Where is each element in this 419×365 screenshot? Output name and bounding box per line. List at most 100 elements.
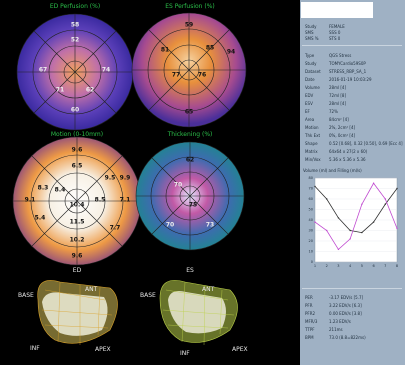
motion-value: 5.4 [34, 214, 46, 222]
chart-x-tick-label: 1 [314, 264, 316, 268]
ed-3d-model [37, 280, 118, 345]
chart-point [337, 248, 340, 251]
info-row: EDV 72ml [8] [305, 93, 347, 98]
right-gutter [405, 0, 419, 365]
motion-value: 6.5 [71, 162, 83, 170]
separator [302, 288, 402, 289]
info-row: Matrix 64x64 x 27(2 x 60) [305, 149, 368, 154]
model-apex-label: APEX [95, 346, 111, 353]
info-row: Date 2016-01-19 10:03:29 [305, 77, 372, 82]
thickening-value: 70 [173, 181, 183, 189]
info-row: Dataset STRESS_RBP_SA_1 [305, 69, 367, 74]
info-row: Volume 28ml [4] [305, 85, 347, 90]
ed-value: 52 [70, 36, 80, 44]
result-row: TTPF 211ms [305, 327, 343, 332]
model-ant-label: ANT [85, 286, 98, 293]
model-base-label: BASE [18, 292, 34, 299]
chart-point [384, 203, 386, 205]
info-row: Area 84cm² [4] [305, 117, 349, 122]
chart-point [326, 229, 328, 232]
info-row: Type QGS Stress [305, 53, 352, 58]
chart-y-tick-label: 60 [309, 197, 313, 201]
thickening-value: 75 [188, 201, 198, 209]
ed-value: 67 [38, 66, 48, 74]
chart-x-tick-label: 8 [396, 264, 398, 268]
result-row: BPM 73.0 (8.8=822ms) [305, 335, 366, 340]
chart-point [372, 221, 375, 223]
ed-value: 60 [70, 106, 80, 114]
thickening-value: 70 [165, 221, 175, 229]
chart-y-tick-label: 50 [309, 208, 313, 212]
chart-point [326, 198, 328, 200]
motion-value: 8.5 [94, 196, 106, 204]
motion-value: 10.4 [69, 201, 85, 209]
result-row: PFR2 0.00 EDV/s [3.8] [305, 311, 362, 316]
chart-point [396, 187, 398, 190]
chart-x-tick-label: 3 [337, 264, 339, 268]
motion-value: 7.7 [109, 224, 121, 232]
result-row: PFR 3.22 EDV/s [6.3] [305, 303, 362, 308]
chart-point [349, 238, 351, 240]
model-inf-label: INF [30, 345, 40, 352]
separator [302, 45, 402, 46]
chart-point [314, 221, 316, 223]
motion-value: 8.4 [54, 186, 66, 194]
thickening-value: 62 [185, 156, 195, 164]
motion-value: 9.5 [104, 174, 116, 182]
volume-filling-chart: 0 10 20 30 40 50 60 70 80 1 2 3 4 5 6 7 8 [309, 176, 399, 268]
es-value: 81 [160, 46, 170, 54]
motion-value: 7.1 [119, 196, 131, 204]
patient-name-box [301, 2, 373, 18]
chart-x-tick-label: 7 [384, 264, 386, 268]
header-row: Study FEMALE [305, 24, 345, 29]
model-apex-label-es: APEX [232, 346, 248, 353]
info-row: Motion 2%, 2cm² [4] [305, 125, 356, 130]
polar-maps-panel: ED Perfusion (%) ES Perfusion (%) Motion… [0, 0, 300, 365]
result-row: PER -3.17 EDV/s [5.7] [305, 295, 364, 300]
chart-title: Volume (ml) and Filling (ml/s) [303, 168, 362, 173]
ed-value: 74 [101, 66, 111, 74]
header-row: SMS % STS 0 [305, 36, 341, 41]
motion-value: 9.6 [71, 252, 83, 260]
info-row: Min/Vox 5.36 x 5.36 x 5.36 [305, 157, 366, 162]
motion-value: 8.3 [37, 184, 49, 192]
chart-y-tick-label: 80 [309, 176, 313, 180]
chart-y-tick-label: 70 [309, 187, 313, 191]
chart-x-tick-label: 2 [326, 264, 328, 268]
es-value: 77 [171, 71, 181, 79]
motion-value: 9.9 [119, 174, 131, 182]
result-row: MFR/3 1.23 EDV/s [305, 319, 351, 324]
es-value: 85 [205, 44, 215, 52]
es-value: 65 [184, 108, 194, 116]
ed-value: 71 [55, 86, 65, 94]
info-row: EF 72% [305, 109, 338, 114]
chart-point [372, 182, 375, 184]
chart-y-tick-label: 40 [309, 218, 313, 222]
chart-series-line-1 [314, 186, 398, 234]
ed-perfusion-title: ED Perfusion (%) [49, 3, 101, 10]
chart-point [314, 185, 316, 188]
ed-value: 58 [70, 21, 80, 29]
es-value: 59 [184, 21, 194, 29]
header-row: SMS SSS 0 [305, 30, 341, 35]
es-perfusion-title: ES Perfusion (%) [165, 3, 215, 10]
model-ant-label-es: ANT [202, 286, 215, 293]
chart-y-tick-label: 20 [309, 239, 313, 243]
chart-x-tick-label: 5 [361, 264, 363, 268]
results-panel: Study FEMALE SMS SSS 0 SMS % STS 0 Type QGS … [300, 0, 405, 365]
es-label: ES [186, 267, 194, 274]
chart-point [349, 229, 351, 232]
model-inf-label-es: INF [180, 350, 190, 357]
thickening-value: 73 [205, 221, 215, 229]
chart-point [396, 227, 398, 230]
motion-value: 10.2 [69, 236, 85, 244]
info-row: Shape 0.52 [0.68], 0.32 [0.50], 0.69 [Ecc… [305, 141, 403, 146]
chart-y-tick-label: 10 [309, 250, 313, 254]
chart-y-tick-label: 0 [311, 260, 313, 264]
chart-point [384, 198, 386, 200]
motion-value: 9.1 [24, 196, 36, 204]
info-row: ESV 28ml [4] [305, 101, 347, 106]
chart-x-tick-label: 6 [372, 264, 374, 268]
es-value: 94 [226, 48, 236, 56]
